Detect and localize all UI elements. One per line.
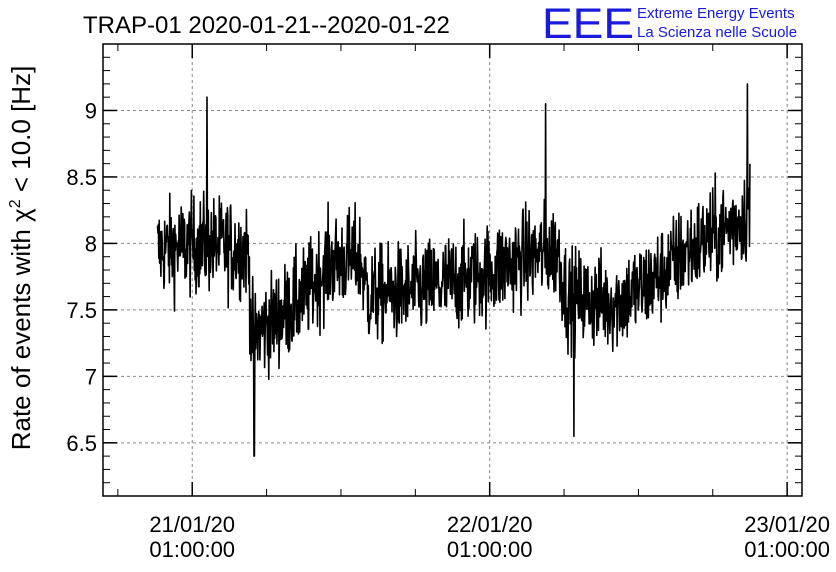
- x-tick-label-time: 01:00:00: [744, 537, 830, 562]
- chart-title: TRAP-01 2020-01-21--2020-01-22: [83, 12, 450, 39]
- y-tick-label: 7: [85, 364, 97, 389]
- rate-series: [156, 83, 751, 457]
- rate-line: [156, 83, 751, 457]
- y-tick-label: 6.5: [66, 431, 97, 456]
- plot-frame: [102, 43, 803, 497]
- x-tick-label-time: 01:00:00: [447, 537, 533, 562]
- y-tick-label: 8.5: [66, 165, 97, 190]
- y-axis-label-prefix: Rate of events with χ: [6, 208, 36, 450]
- y-axis-label-superscript: 2: [7, 199, 24, 208]
- x-tick-label-date: 22/01/20: [447, 512, 533, 537]
- x-tick-label-date: 21/01/20: [149, 512, 235, 537]
- y-tick-label: 8: [85, 231, 97, 256]
- eee-logo-text: Extreme Energy Events La Scienza nelle S…: [637, 4, 797, 42]
- logo-line-2: La Scienza nelle Scuole: [637, 24, 798, 41]
- x-tick-label-time: 01:00:00: [149, 537, 235, 562]
- y-tick-label: 9: [85, 98, 97, 123]
- y-axis-label: Rate of events with χ2 < 10.0 [Hz]: [6, 66, 36, 451]
- y-tick-label: 7.5: [66, 298, 97, 323]
- logo-line-1: Extreme Energy Events: [637, 5, 795, 22]
- y-axis-label-suffix: < 10.0 [Hz]: [6, 66, 36, 200]
- eee-logo-letters: EEE: [542, 0, 635, 48]
- x-tick-label-date: 23/01/20: [744, 512, 830, 537]
- axes: 6.577.588.5921/01/2001:00:0022/01/2001:0…: [66, 43, 830, 562]
